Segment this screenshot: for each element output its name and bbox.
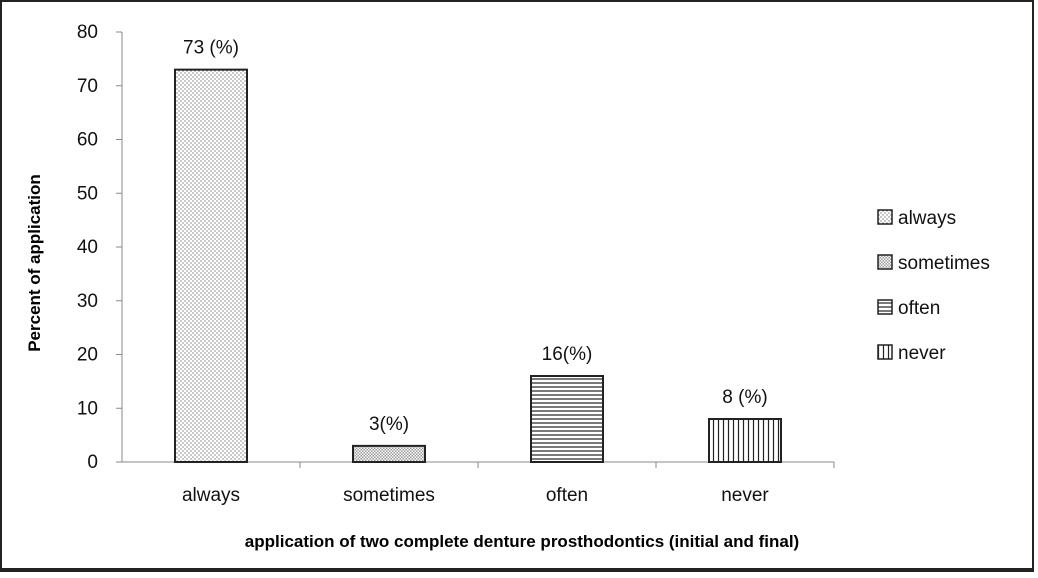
legend-label-often: often — [898, 298, 940, 319]
y-tick-group: 0 10 20 30 40 50 60 70 80 — [77, 22, 122, 473]
bar-sometimes — [352, 444, 426, 463]
data-label-always: 73 (%) — [183, 38, 239, 59]
legend-label-never: never — [898, 343, 946, 364]
category-label-often: often — [546, 485, 588, 506]
legend-swatch-often — [877, 299, 893, 315]
y-tick-label: 60 — [77, 130, 98, 151]
category-label-group: always sometimes often never — [182, 462, 835, 506]
legend-item-sometimes: sometimes — [877, 253, 990, 274]
legend-label-sometimes: sometimes — [898, 253, 990, 274]
bar-never — [708, 418, 782, 463]
y-tick-label: 50 — [77, 183, 98, 204]
y-tick-label: 30 — [77, 291, 98, 312]
x-axis-title: application of two complete denture pros… — [245, 532, 799, 551]
category-label-sometimes: sometimes — [343, 485, 435, 506]
data-label-sometimes: 3(%) — [369, 414, 409, 435]
bar-often — [530, 375, 604, 463]
legend-swatch-sometimes — [877, 254, 893, 270]
category-label-always: always — [182, 485, 240, 506]
y-tick-label: 10 — [77, 398, 98, 419]
legend-item-often: often — [877, 298, 940, 319]
data-label-never: 8 (%) — [722, 387, 767, 408]
y-tick-label: 0 — [87, 452, 98, 473]
data-label-often: 16(%) — [542, 344, 593, 365]
bar-always — [174, 68, 248, 463]
y-tick-label: 40 — [77, 237, 98, 258]
y-tick-label: 70 — [77, 76, 98, 97]
y-tick-label: 80 — [77, 22, 98, 43]
y-axis-title: Percent of application — [25, 174, 44, 352]
bar-group — [174, 68, 782, 463]
data-label-group: 73 (%) 3(%) 16(%) 8 (%) — [183, 38, 768, 435]
category-label-never: never — [721, 485, 769, 506]
legend-swatch-always — [877, 209, 893, 225]
legend-item-never: never — [877, 343, 946, 364]
y-tick-label: 20 — [77, 345, 98, 366]
legend-item-always: always — [877, 208, 956, 229]
legend-swatch-never — [877, 344, 893, 360]
legend: always sometimes often never — [877, 208, 990, 364]
legend-label-always: always — [898, 208, 956, 229]
